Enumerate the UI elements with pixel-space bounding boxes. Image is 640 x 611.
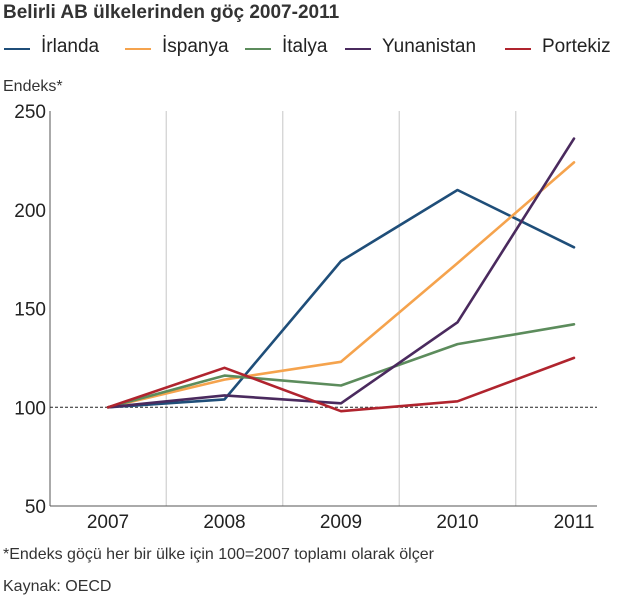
- chart-legend: İrlanda İspanya İtalya Yunanistan Portek…: [0, 36, 640, 62]
- source-note: Kaynak: OECD: [3, 578, 112, 595]
- series-line-i-talya: [106, 322, 576, 409]
- x-tick-label: 2007: [87, 512, 129, 533]
- y-tick-label: 50: [25, 497, 46, 518]
- legend-swatch-yunanistan: [345, 48, 371, 50]
- legend-label-italya: İtalya: [282, 36, 328, 57]
- y-tick-label: 250: [14, 102, 46, 123]
- x-tick-label: 2009: [320, 512, 362, 533]
- x-tick-label: 2011: [554, 512, 595, 533]
- y-tick-label: 100: [14, 398, 46, 419]
- series-line-i-rlanda: [106, 188, 576, 409]
- x-tick-label: 2010: [436, 512, 478, 533]
- legend-swatch-ispanya: [125, 48, 151, 50]
- y-tick-label: 150: [14, 300, 46, 321]
- legend-label-irlanda: İrlanda: [41, 36, 100, 57]
- y-tick-label: 200: [14, 201, 46, 222]
- footnote: *Endeks göçü her bir ülke için 100=2007 …: [3, 546, 434, 563]
- legend-label-portekiz: Portekiz: [542, 36, 611, 57]
- legend-label-yunanistan: Yunanistan: [382, 36, 477, 57]
- legend-swatch-italya: [245, 48, 271, 50]
- series-line-i-spanya: [106, 161, 576, 409]
- x-tick-label: 2008: [203, 512, 245, 533]
- legend-swatch-irlanda: [4, 48, 30, 50]
- series-line-yunanistan: [106, 137, 576, 409]
- legend-label-ispanya: İspanya: [162, 36, 229, 57]
- series-line-portekiz: [106, 356, 576, 413]
- legend-swatch-portekiz: [505, 48, 531, 50]
- y-axis-label: Endeks*: [3, 78, 63, 95]
- plot-area: [50, 111, 597, 506]
- chart-title: Belirli AB ülkelerinden göç 2007-2011: [3, 2, 340, 23]
